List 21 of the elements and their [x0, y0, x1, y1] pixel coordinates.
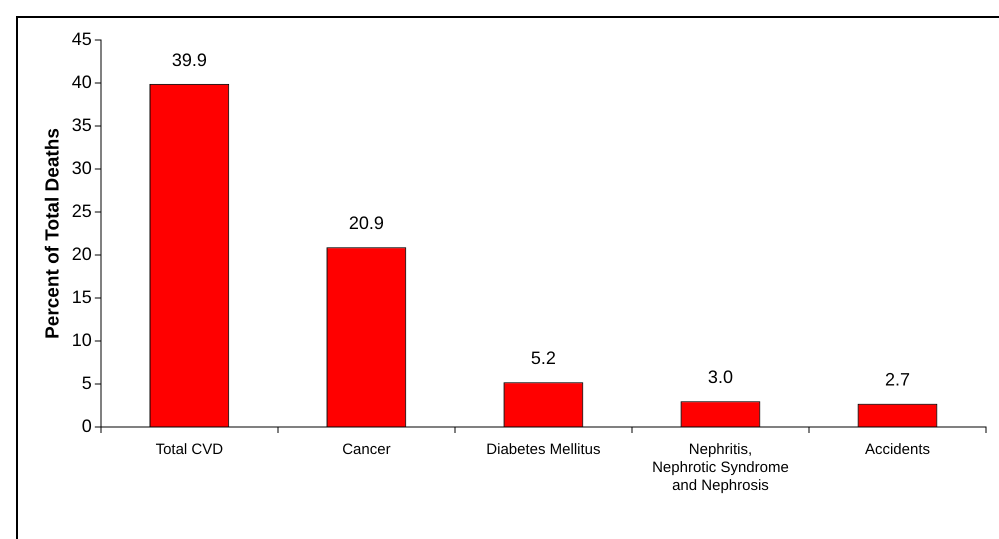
x-tick-label: Diabetes Mellitus: [486, 441, 601, 458]
y-tick-label: 25: [72, 200, 92, 221]
data-label: 20.9: [348, 213, 384, 234]
y-tick-label: 35: [72, 114, 92, 135]
y-tick-label: 5: [82, 372, 92, 393]
y-tick-label: 15: [72, 286, 92, 307]
x-tick-label: Total CVD: [156, 441, 224, 458]
data-label: 5.2: [530, 348, 556, 368]
x-tick-label: Cancer: [342, 441, 391, 458]
data-label: 39.9: [172, 50, 207, 70]
x-tick-label: Nephritis, Nephrotic Syndrome and Nephrosis: [652, 441, 789, 494]
data-label: 3.0: [708, 367, 733, 388]
y-tick-label: 45: [72, 28, 92, 49]
y-axis-title: Percent of Total Deaths: [42, 128, 64, 339]
x-tick-label: Accidents: [864, 441, 930, 458]
y-tick-label: 10: [72, 330, 92, 350]
data-label: 2.7: [884, 370, 910, 390]
y-tick-label: 20: [72, 244, 92, 264]
y-tick-label: 30: [72, 158, 92, 178]
y-tick-label: 40: [72, 72, 92, 92]
y-tick-label: 0: [82, 416, 92, 436]
